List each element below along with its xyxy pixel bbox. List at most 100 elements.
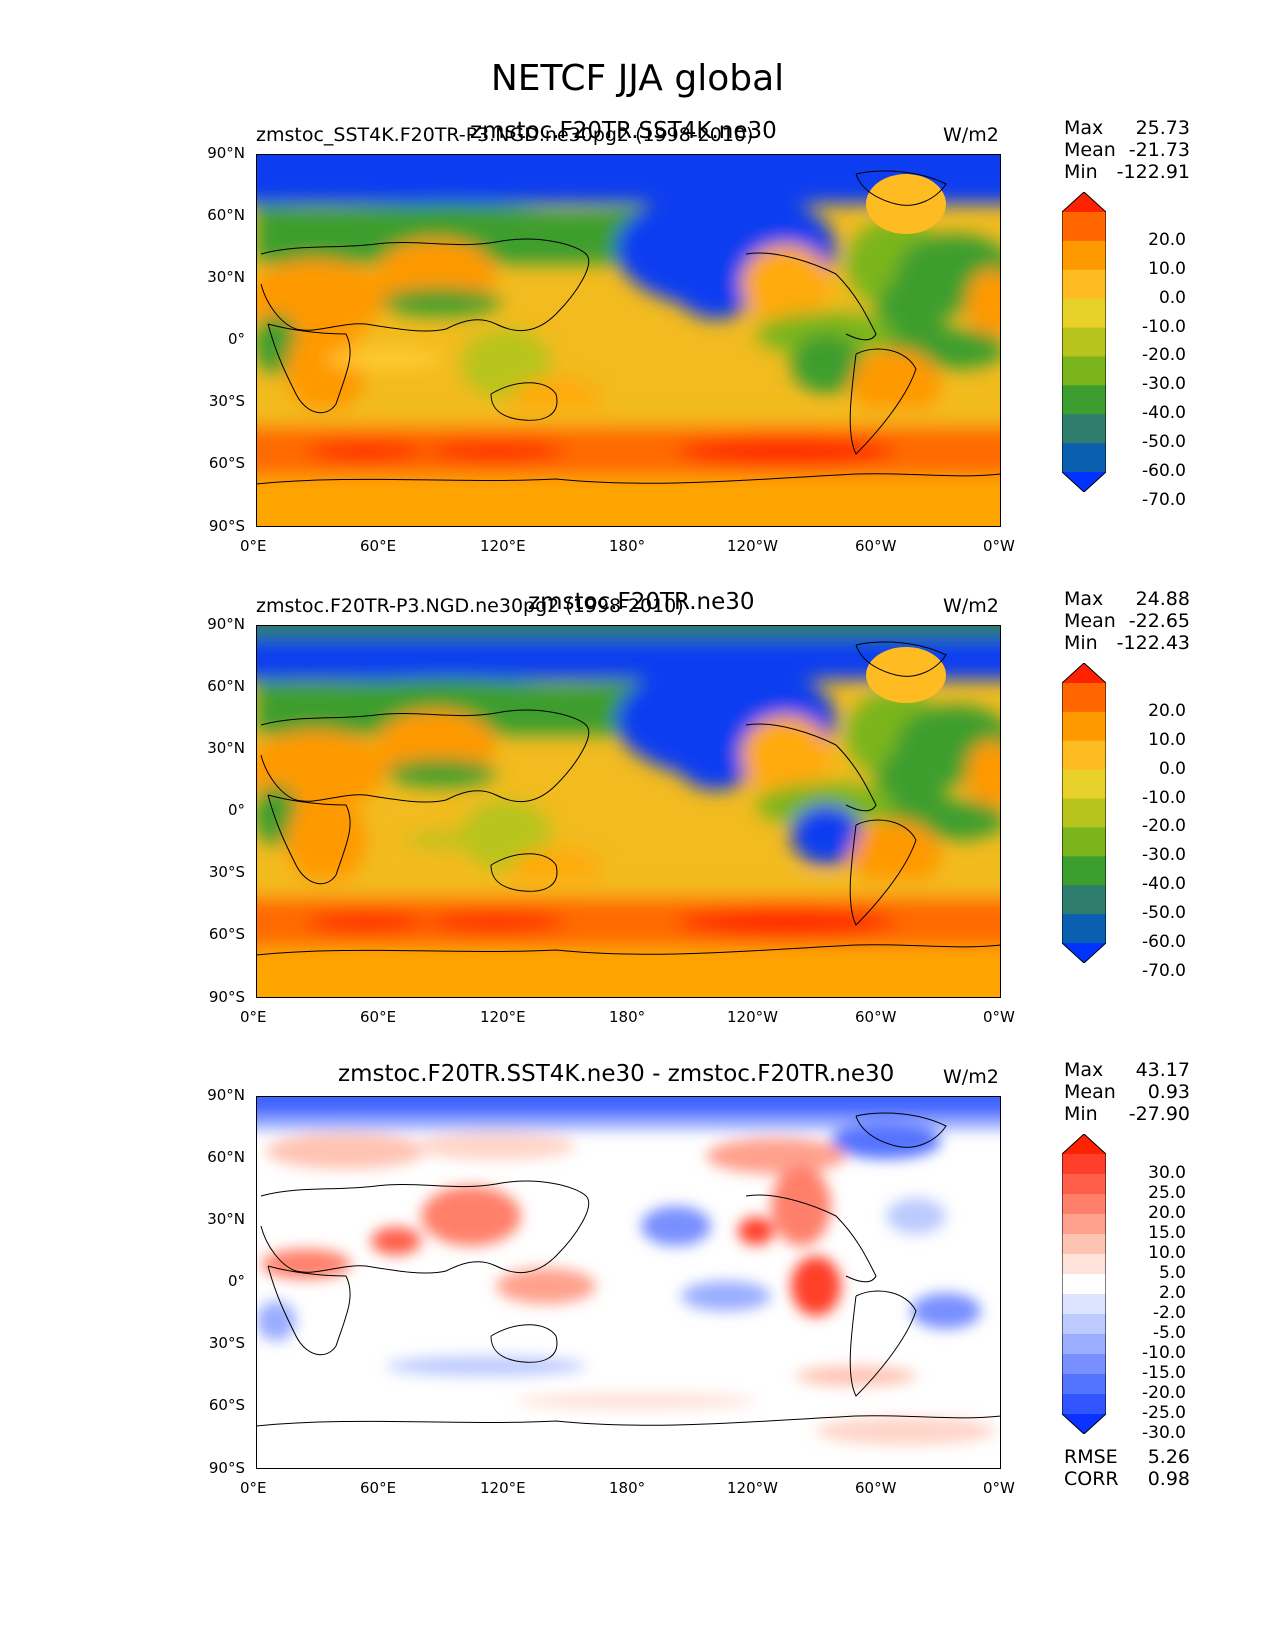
figure-title: NETCF JJA global bbox=[490, 58, 785, 99]
stat-label: Max bbox=[1064, 588, 1104, 610]
panel2-lon-tick: 120°W bbox=[727, 1008, 778, 1026]
panel3-lon-tick: 180° bbox=[609, 1479, 646, 1497]
panel3-lon-tick: 120°W bbox=[727, 1479, 778, 1497]
colorbar-segment bbox=[1062, 414, 1106, 444]
panel2-lon-tick: 60°E bbox=[360, 1008, 397, 1026]
panel2-units: W/m2 bbox=[943, 595, 999, 617]
panel2-lon-tick: 120°E bbox=[480, 1008, 526, 1026]
colorbar-tick-label: -30.0 bbox=[1142, 845, 1186, 866]
panel1-lat-tick: 0° bbox=[227, 330, 245, 348]
panel1-stat-min: Min -122.91 bbox=[1064, 161, 1190, 183]
colorbar-segment bbox=[1062, 1294, 1106, 1315]
colorbar-segment bbox=[1062, 269, 1106, 300]
panel2-lat-tick: 0° bbox=[227, 801, 245, 819]
panel2-lat-tick: 90°N bbox=[207, 615, 245, 633]
panel1-lat-tick: 60°N bbox=[207, 206, 245, 224]
colorbar-segment bbox=[1062, 443, 1106, 473]
colorbar-segment bbox=[1062, 827, 1106, 857]
panel2-map bbox=[256, 625, 1001, 998]
colorbar-tick-label: 20.0 bbox=[1148, 1203, 1186, 1223]
colorbar-tick-label: -5.0 bbox=[1152, 1323, 1186, 1343]
panel2-center-title: zmstoc.F20TR.ne30 bbox=[528, 589, 755, 615]
panel3-lon-tick: 60°E bbox=[360, 1479, 397, 1497]
colorbar-extend-bottom bbox=[1062, 943, 1106, 963]
colorbar-tick-label: -40.0 bbox=[1142, 403, 1186, 424]
panel2-lat-tick: 90°S bbox=[208, 988, 245, 1006]
colorbar-segment bbox=[1062, 1174, 1106, 1195]
stat-value: -27.90 bbox=[1128, 1103, 1190, 1125]
colorbar-segment bbox=[1062, 298, 1106, 329]
colorbar-extend-top bbox=[1062, 1134, 1106, 1154]
panel2-lat-tick: 30°S bbox=[208, 863, 245, 881]
colorbar-segment bbox=[1062, 385, 1106, 415]
stat-value: -122.91 bbox=[1116, 161, 1190, 183]
colorbar-segment bbox=[1062, 1214, 1106, 1235]
stat-label: CORR bbox=[1064, 1468, 1119, 1490]
colorbar-segment bbox=[1062, 1394, 1106, 1415]
stat-value: 25.73 bbox=[1135, 117, 1190, 139]
panel3-stat-rmse: RMSE 5.26 bbox=[1064, 1446, 1190, 1468]
panel3-colorbar-labels: 30.0 25.0 20.0 15.0 10.0 5.0 2.0 -2.0 -5.0 -10.0-… bbox=[1108, 1134, 1198, 1443]
panel3-lat-tick: 60°N bbox=[207, 1148, 245, 1166]
colorbar-segment bbox=[1062, 1374, 1106, 1395]
panel1-lat-tick: 30°N bbox=[207, 268, 245, 286]
panel1-units: W/m2 bbox=[943, 124, 999, 146]
colorbar-tick-label: 10.0 bbox=[1148, 729, 1186, 750]
colorbar-tick-label: 15.0 bbox=[1148, 1223, 1186, 1243]
colorbar-tick-label: 25.0 bbox=[1148, 1183, 1186, 1203]
panel2-lon-tick: 0°W bbox=[983, 1008, 1015, 1026]
colorbar-segment bbox=[1062, 1234, 1106, 1255]
colorbar-segment bbox=[1062, 1194, 1106, 1215]
colorbar-tick-label: 2.0 bbox=[1158, 1283, 1186, 1303]
colorbar-segment bbox=[1062, 914, 1106, 944]
colorbar-tick-label: -20.0 bbox=[1142, 345, 1186, 366]
panel3-lat-tick: 90°S bbox=[208, 1459, 245, 1477]
colorbar-tick-label: 0.0 bbox=[1158, 287, 1186, 308]
colorbar-extend-bottom bbox=[1062, 472, 1106, 492]
panel2-stat-mean: Mean -22.65 bbox=[1064, 610, 1190, 632]
colorbar-tick-label: -50.0 bbox=[1142, 432, 1186, 453]
panel1-lat-tick: 90°S bbox=[208, 517, 245, 535]
colorbar-tick-label: -10.0 bbox=[1142, 1343, 1186, 1363]
colorbar-segment bbox=[1062, 1354, 1106, 1375]
panel2-stat-min: Min -122.43 bbox=[1064, 632, 1190, 654]
panel3-lat-tick: 30°N bbox=[207, 1210, 245, 1228]
colorbar-extend-top bbox=[1062, 192, 1106, 212]
colorbar-extend-top bbox=[1062, 663, 1106, 683]
panel3-lon-tick: 0°E bbox=[240, 1479, 267, 1497]
stat-label: Max bbox=[1064, 117, 1104, 139]
colorbar-segment bbox=[1062, 327, 1106, 357]
panel3-lat-tick: 90°N bbox=[207, 1086, 245, 1104]
panel3-lat-tick: 60°S bbox=[208, 1396, 245, 1414]
panel1-lat-tick: 30°S bbox=[208, 392, 245, 410]
colorbar-tick-label: -10.0 bbox=[1142, 316, 1186, 337]
panel2-lat-tick: 60°N bbox=[207, 677, 245, 695]
stat-value: 5.26 bbox=[1147, 1446, 1190, 1468]
stat-label: Max bbox=[1064, 1059, 1104, 1081]
panel1-center-title: zmstoc.F20TR.SST4K.ne30 bbox=[470, 118, 777, 144]
colorbar-segment bbox=[1062, 1274, 1106, 1295]
panel3-center-title: zmstoc.F20TR.SST4K.ne30 - zmstoc.F20TR.n… bbox=[338, 1061, 895, 1087]
colorbar-tick-label: -70.0 bbox=[1142, 489, 1186, 510]
panel1-lon-tick: 180° bbox=[609, 537, 646, 555]
colorbar-tick-label: 30.0 bbox=[1148, 1163, 1186, 1183]
panel1-lon-tick: 60°E bbox=[360, 537, 397, 555]
panel3-stat-min: Min -27.90 bbox=[1064, 1103, 1190, 1125]
stat-value: 43.17 bbox=[1135, 1059, 1190, 1081]
panel3-lon-tick: 0°W bbox=[983, 1479, 1015, 1497]
colorbar-tick-label: -10.0 bbox=[1142, 787, 1186, 808]
panel1-colorbar-labels: 20.0 10.0 0.0 -10.0 -20.0 -30.0 -40.0 -50.0 -60.… bbox=[1108, 192, 1198, 510]
colorbar-segment bbox=[1062, 212, 1106, 242]
panel2-colorbar bbox=[1062, 663, 1106, 963]
panel1-stat-mean: Mean -21.73 bbox=[1064, 139, 1190, 161]
colorbar-tick-label: 10.0 bbox=[1148, 258, 1186, 279]
panel3-units: W/m2 bbox=[943, 1066, 999, 1088]
colorbar-tick-label: -40.0 bbox=[1142, 874, 1186, 895]
panel1-stat-max: Max 25.73 bbox=[1064, 117, 1190, 139]
colorbar-segment bbox=[1062, 1314, 1106, 1335]
stat-value: 0.98 bbox=[1147, 1468, 1190, 1490]
panel3-colorbar bbox=[1062, 1134, 1106, 1434]
panel3-lon-tick: 60°W bbox=[855, 1479, 897, 1497]
panel1-lon-tick: 120°E bbox=[480, 537, 526, 555]
panel2-lon-tick: 60°W bbox=[855, 1008, 897, 1026]
